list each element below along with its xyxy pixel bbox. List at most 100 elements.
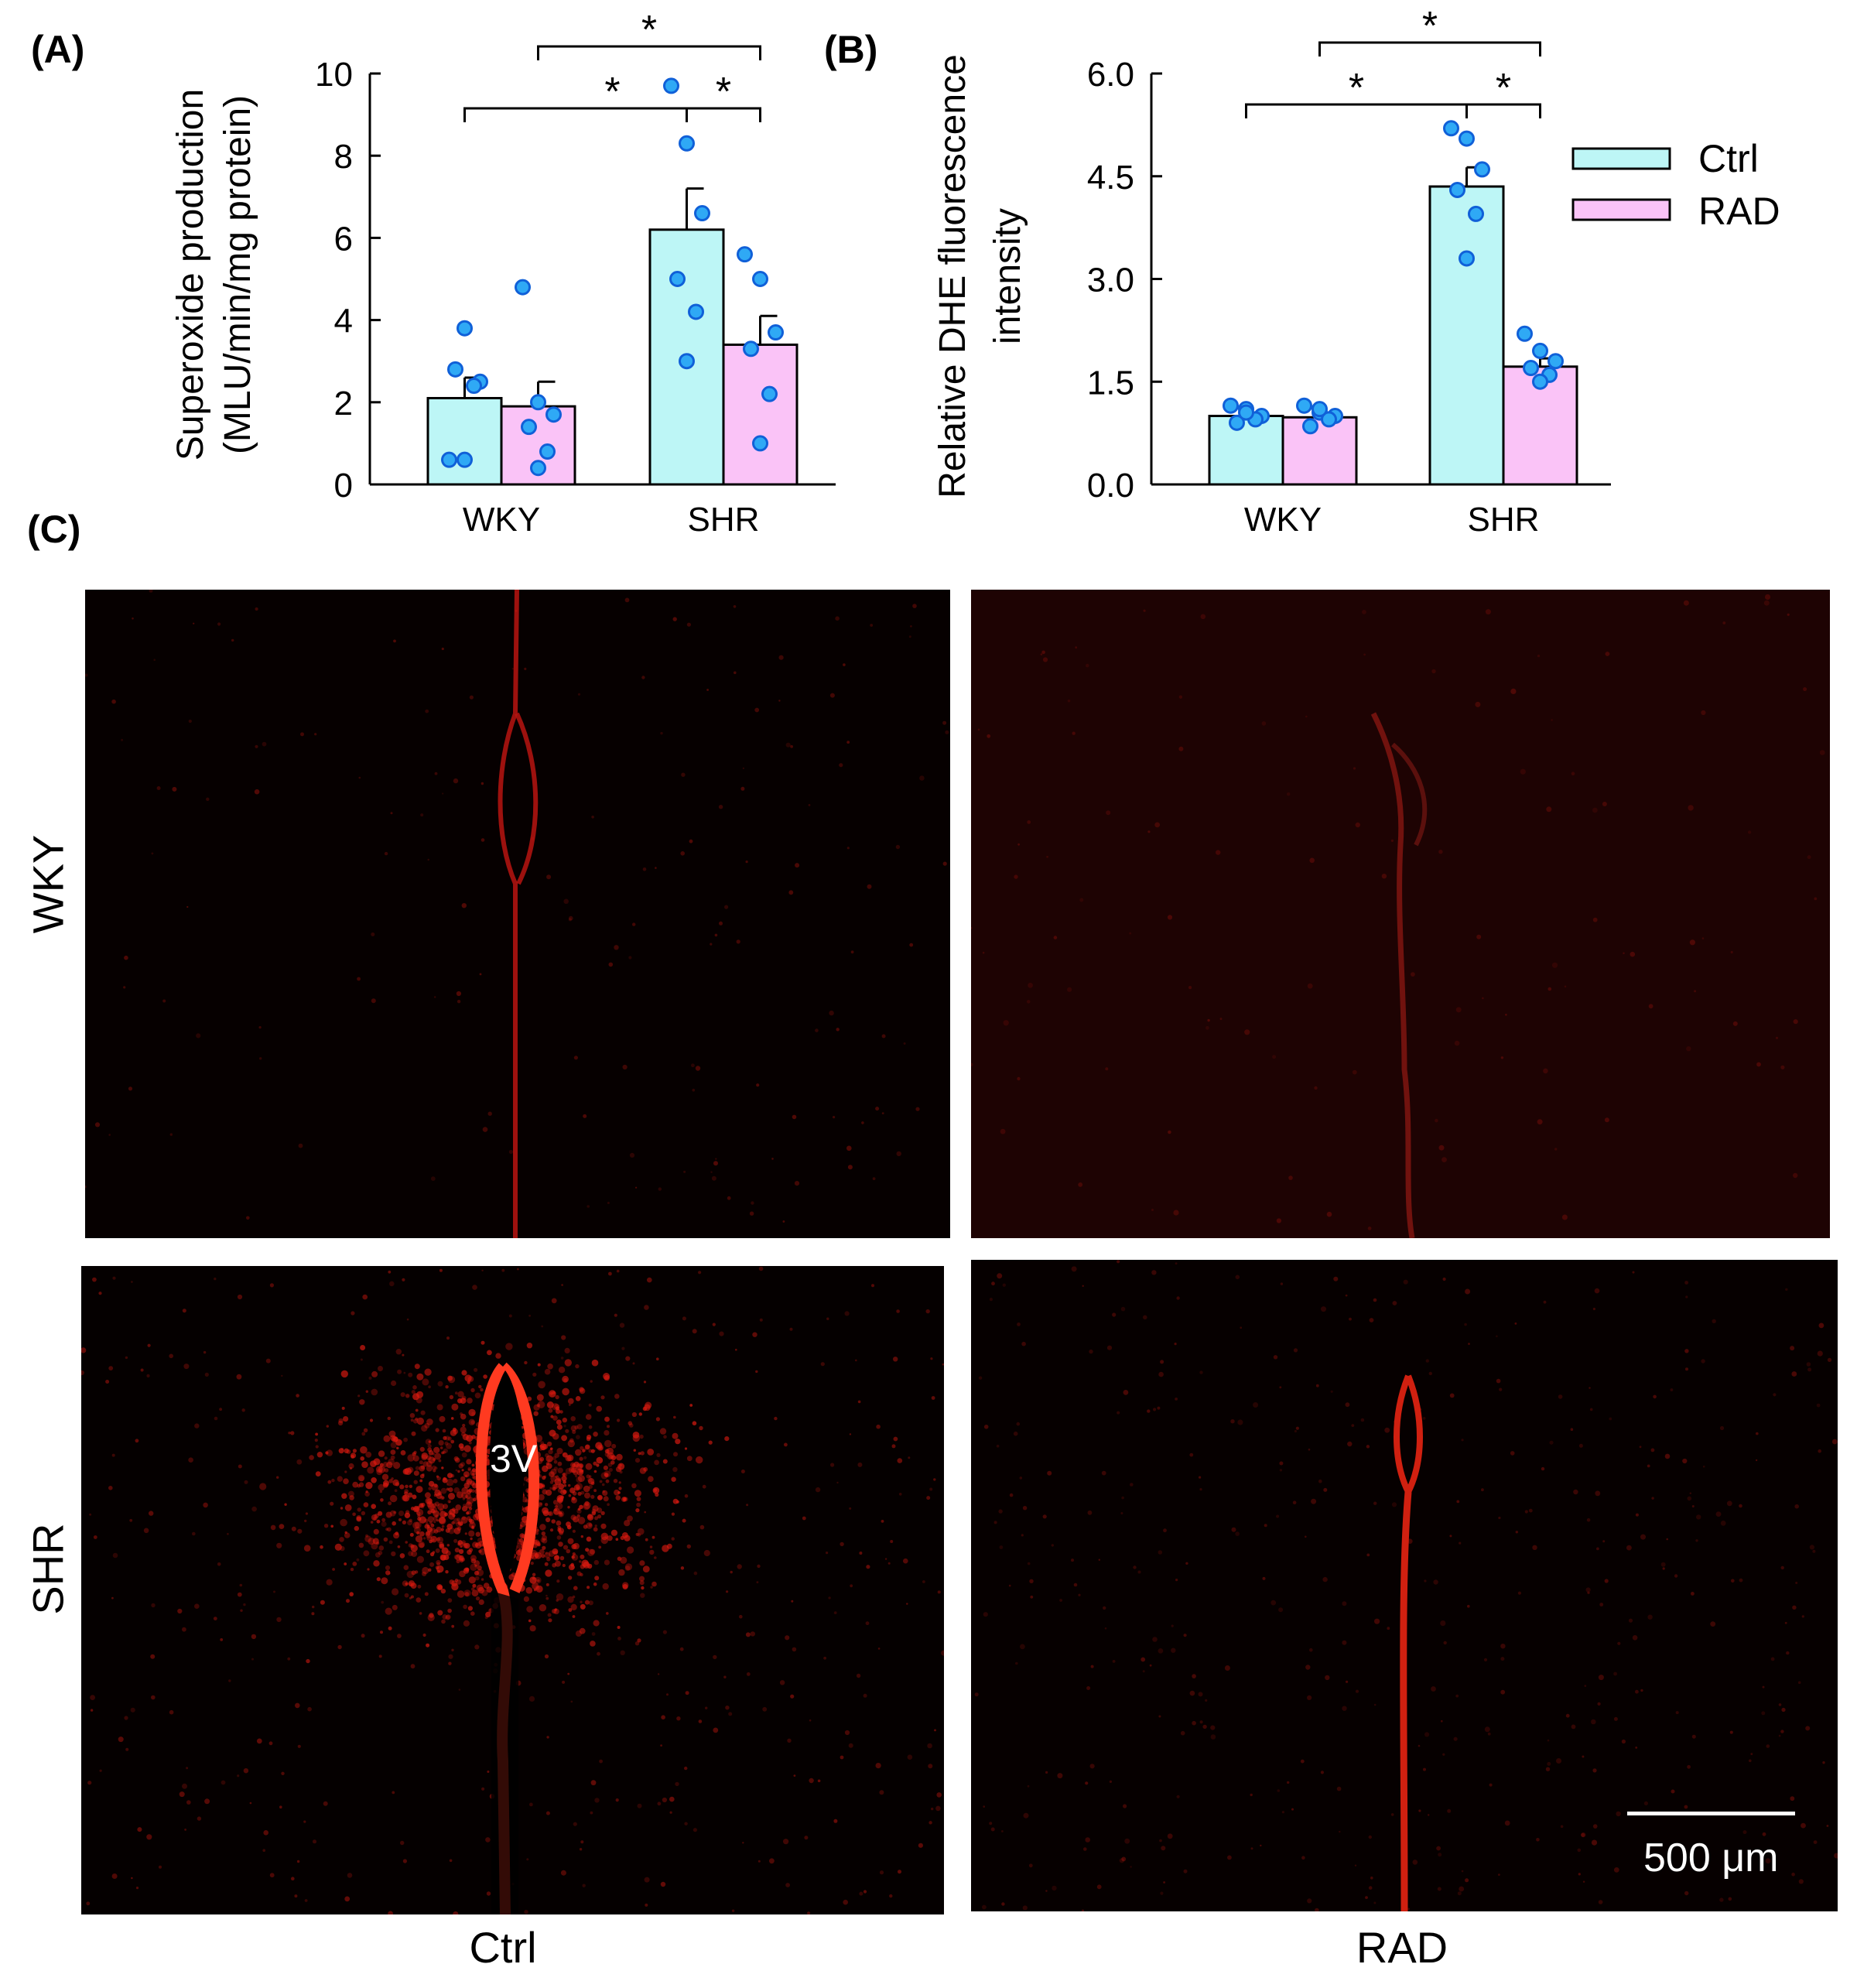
fluorescence-speckle [593,1470,597,1473]
fluorescence-speckle [1021,1341,1026,1346]
fluorescence-speckle [462,1497,466,1500]
fluorescence-speckle [1500,1056,1504,1059]
fluorescence-speckle [470,1420,475,1425]
fluorescence-speckle [87,1781,92,1785]
fluorescence-speckle [1459,1886,1465,1892]
fluorescence-speckle [759,1318,763,1322]
fluorescence-speckle [554,1508,558,1511]
fluorescence-speckle [1300,1759,1305,1764]
fluorescence-speckle [1640,1689,1643,1692]
fluorescence-speckle [1459,1541,1462,1545]
fluorescence-speckle [281,1374,283,1377]
fluorescence-speckle [408,1372,413,1377]
fluorescence-speckle [197,1816,202,1821]
fluorescence-speckle [1120,1306,1126,1312]
y-tick-label: 6 [334,220,353,258]
fluorescence-speckle [660,1744,662,1747]
fluorescence-speckle [699,1425,703,1431]
fluorescence-speckle [671,1476,676,1482]
bar-ctrl-wky [426,396,503,486]
fluorescence-speckle [436,1536,443,1544]
fluorescence-speckle [381,1473,389,1480]
fluorescence-speckle [463,1567,470,1572]
fluorescence-speckle [357,1483,361,1488]
fluorescence-speckle [439,1517,446,1525]
fluorescence-speckle [705,1706,708,1709]
fluorescence-speckle [577,693,581,696]
fluorescence-speckle [1168,1130,1171,1134]
fluorescence-speckle [1728,1897,1732,1901]
fluorescence-speckle [237,1294,243,1300]
fluorescence-speckle [99,1769,102,1772]
fluorescence-speckle [188,1457,193,1463]
fluorescence-speckle [855,1359,857,1362]
fluorescence-speckle [576,1571,582,1576]
fluorescence-speckle [291,1526,296,1531]
panel-label-b: (B) [824,28,878,71]
fluorescence-speckle [908,1456,911,1459]
fluorescence-speckle [783,1839,789,1845]
fluorescence-speckle [641,1586,645,1590]
fluorescence-speckle [436,1562,440,1566]
fluorescence-speckle [419,1460,423,1465]
fluorescence-speckle [752,1332,758,1337]
fluorescence-speckle [583,1114,587,1118]
fluorescence-speckle [544,1562,549,1566]
fluorescence-speckle [656,1453,661,1457]
fluorescence-speckle [1026,1000,1031,1004]
fluorescence-speckle [594,1798,600,1803]
fluorescence-speckle [657,1673,660,1675]
fluorescence-speckle [367,1466,374,1474]
fluorescence-speckle [751,1201,754,1205]
fluorescence-speckle [344,1531,347,1535]
fluorescence-speckle [381,1600,385,1604]
fluorescence-speckle [584,1492,590,1499]
fluorescence-speckle [1411,972,1415,977]
data-point [1459,250,1475,267]
fluorescence-speckle [415,1535,423,1543]
fluorescence-speckle [385,1570,391,1576]
fluorescence-speckle [1027,1562,1031,1565]
fluorescence-speckle [586,1436,591,1442]
fluorescence-speckle [619,1470,623,1474]
fluorescence-speckle [337,1644,342,1650]
fluorescence-speckle [121,738,124,741]
fluorescence-speckle [927,1743,932,1749]
legend-label-ctrl: Ctrl [1698,137,1759,180]
fluorescence-speckle [1595,1490,1601,1497]
fluorescence-speckle [162,999,166,1003]
fluorescence-speckle [617,1491,621,1494]
fluorescence-speckle [1528,1508,1533,1513]
fluorescence-speckle [1224,1665,1230,1671]
data-point [1302,418,1318,435]
fluorescence-speckle [360,1446,368,1454]
fluorescence-speckle [429,1562,435,1567]
fluorescence-speckle [556,1520,562,1526]
y-tick-label: 8 [334,138,353,176]
fluorescence-speckle [1315,1908,1319,1911]
fluorescence-speckle [637,1528,645,1535]
fluorescence-speckle [446,1336,450,1340]
fluorescence-speckle [1264,1524,1267,1528]
fluorescence-speckle [1440,1620,1446,1627]
fluorescence-speckle [326,1425,329,1428]
fluorescence-speckle [926,1496,931,1500]
fluorescence-speckle [1149,1664,1152,1667]
fluorescence-speckle [621,1346,625,1350]
fluorescence-speckle [416,1511,421,1516]
fluorescence-speckle [365,1451,372,1458]
fluorescence-speckle [186,905,189,908]
fluorescence-speckle [457,1470,460,1473]
fluorescence-speckle [745,861,748,864]
fluorescence-speckle [941,1650,944,1656]
fluorescence-speckle [617,1637,621,1641]
fluorescence-speckle [392,1588,399,1596]
fluorescence-speckle [1120,1512,1123,1514]
fluorescence-speckle [1112,1312,1117,1317]
fluorescence-speckle [1001,1902,1005,1906]
fluorescence-speckle [1325,1675,1330,1681]
fluorescence-speckle [378,1366,383,1371]
fluorescence-speckle [552,1483,558,1490]
fluorescence-speckle [755,1370,758,1374]
fluorescence-speckle [290,1431,295,1435]
